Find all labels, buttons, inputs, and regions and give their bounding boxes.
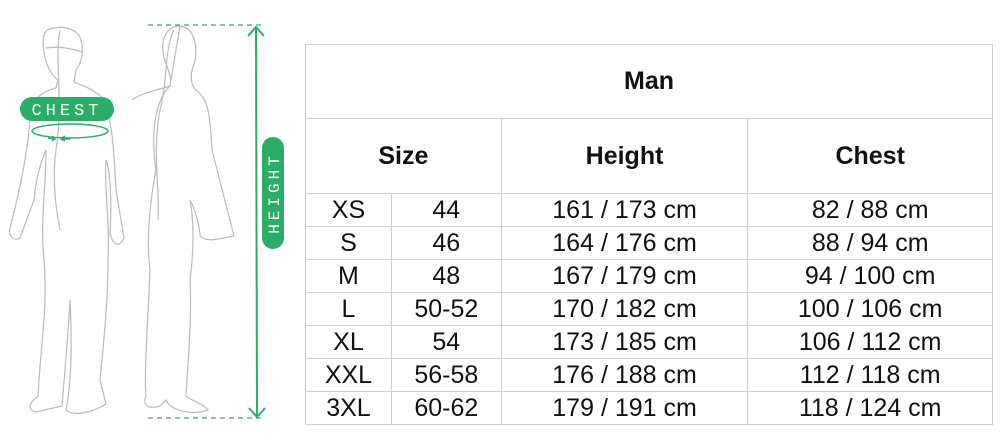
cell-size: XS bbox=[305, 193, 392, 227]
cell-size: XL bbox=[305, 325, 392, 359]
cell-size: XXL bbox=[305, 358, 392, 392]
cell-chest: 94 / 100 cm bbox=[747, 259, 993, 293]
table-row: S 46 164 / 176 cm 88 / 94 cm bbox=[305, 226, 993, 260]
cell-height: 164 / 176 cm bbox=[500, 226, 749, 260]
chest-label: CHEST bbox=[31, 102, 102, 121]
cell-height: 161 / 173 cm bbox=[500, 193, 749, 227]
cell-height: 167 / 179 cm bbox=[500, 259, 749, 293]
cell-height: 179 / 191 cm bbox=[500, 391, 749, 425]
height-label: HEIGHT bbox=[266, 152, 284, 234]
header-height: Height bbox=[500, 118, 749, 194]
header-size: Size bbox=[305, 118, 502, 194]
cell-chest: 82 / 88 cm bbox=[747, 193, 993, 227]
front-figure bbox=[9, 26, 125, 414]
cell-size: 3XL bbox=[305, 391, 392, 425]
height-measure: HEIGHT bbox=[148, 24, 284, 419]
cell-eu: 56-58 bbox=[390, 358, 502, 392]
back-figure bbox=[131, 25, 235, 413]
cell-eu: 54 bbox=[390, 325, 502, 359]
cell-eu: 50-52 bbox=[390, 292, 502, 326]
table-title: Man bbox=[305, 44, 993, 119]
cell-height: 176 / 188 cm bbox=[500, 358, 749, 392]
table-row: 3XL 60-62 179 / 191 cm 118 / 124 cm bbox=[305, 391, 993, 425]
size-chart-table: Man Size Height Chest XS 44 161 / 173 cm 82… bbox=[305, 44, 993, 425]
table-row: XS 44 161 / 173 cm 82 / 88 cm bbox=[305, 193, 993, 227]
cell-eu: 44 bbox=[390, 193, 502, 227]
cell-chest: 88 / 94 cm bbox=[747, 226, 993, 260]
body-measurement-illustration: HEIGHT CHEST bbox=[9, 24, 284, 419]
cell-chest: 100 / 106 cm bbox=[747, 292, 993, 326]
cell-chest: 112 / 118 cm bbox=[747, 358, 993, 392]
table-row: XL 54 173 / 185 cm 106 / 112 cm bbox=[305, 325, 993, 359]
cell-chest: 118 / 124 cm bbox=[747, 391, 993, 425]
cell-size: L bbox=[305, 292, 392, 326]
table-row: M 48 167 / 179 cm 94 / 100 cm bbox=[305, 259, 993, 293]
cell-eu: 46 bbox=[390, 226, 502, 260]
cell-eu: 60-62 bbox=[390, 391, 502, 425]
table-row: L 50-52 170 / 182 cm 100 / 106 cm bbox=[305, 292, 993, 326]
header-chest: Chest bbox=[747, 118, 993, 194]
chest-measure: CHEST bbox=[20, 97, 114, 142]
cell-eu: 48 bbox=[390, 259, 502, 293]
cell-chest: 106 / 112 cm bbox=[747, 325, 993, 359]
cell-height: 173 / 185 cm bbox=[500, 325, 749, 359]
cell-height: 170 / 182 cm bbox=[500, 292, 749, 326]
cell-size: M bbox=[305, 259, 392, 293]
cell-size: S bbox=[305, 226, 392, 260]
table-row: XXL 56-58 176 / 188 cm 112 / 118 cm bbox=[305, 358, 993, 392]
